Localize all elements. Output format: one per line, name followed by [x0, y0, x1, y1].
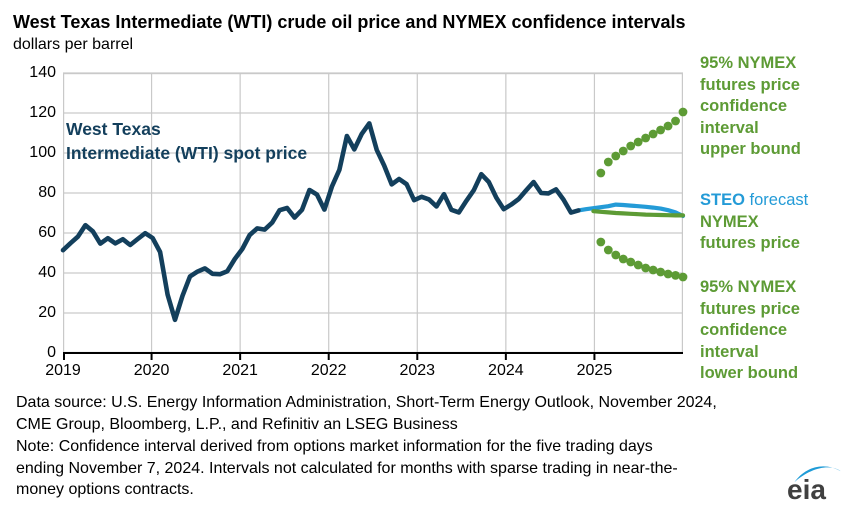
- wti-spot-price-label: West Texas Intermediate (WTI) spot price: [66, 117, 307, 165]
- axis-units-label: dollars per barrel: [13, 36, 134, 53]
- y-axis-tick-label: 140: [29, 64, 56, 81]
- ci-lower-dot: [618, 254, 628, 264]
- y-axis-tick-label: 40: [38, 264, 56, 281]
- x-axis-tick-label: 2024: [488, 362, 524, 379]
- y-axis-tick-label: 120: [29, 104, 56, 121]
- ci-upper-dot: [671, 116, 680, 126]
- ci-upper-dot: [618, 146, 628, 156]
- steo-forecast-label-line: STEO forecast: [700, 190, 860, 212]
- x-axis-tick-label: 2020: [133, 362, 170, 379]
- y-axis-tick-label: 60: [38, 224, 56, 241]
- ci-upper-dot: [663, 121, 673, 131]
- ci-lower-dot: [611, 250, 621, 260]
- page-title: West Texas Intermediate (WTI) crude oil …: [13, 12, 686, 32]
- ci-upper-dot: [633, 137, 643, 147]
- ci-upper-dot: [603, 157, 613, 167]
- x-axis-tick-label: 2019: [45, 362, 81, 379]
- label-line: ending November 7, 2024. Intervals not c…: [16, 459, 678, 477]
- ci-upper-dot: [678, 107, 688, 117]
- ci-upper-bound-label: 95% NYMEX futures price confidence interval…: [700, 53, 860, 161]
- note-text: Note: Confidence interval derived from o…: [16, 436, 678, 501]
- y-axis-tick-label: 0: [47, 344, 56, 361]
- ci-lower-dot: [678, 272, 688, 282]
- steo-forecast-line: [576, 202, 686, 219]
- label-line: futures price: [700, 299, 800, 318]
- steo-forecast-label: STEO forecast NYMEX futures price: [700, 190, 860, 255]
- ci-upper-dot: [596, 168, 606, 178]
- label-line: upper bound: [700, 140, 801, 158]
- label-line: confidence: [700, 321, 788, 339]
- label-line: interval: [700, 342, 759, 361]
- label-line: lower bound: [700, 364, 799, 382]
- ci-lower-dot: [663, 269, 673, 279]
- ci-lower-dot: [626, 257, 636, 267]
- y-axis-tick-label: 80: [38, 184, 56, 201]
- ci-lower-dot: [648, 265, 658, 275]
- ci-upper-dot: [626, 141, 636, 151]
- label-line: confidence: [700, 97, 788, 115]
- ci-upper-dot: [656, 125, 665, 135]
- ci-lower-dot: [656, 267, 665, 277]
- ci-lower-dot: [671, 271, 680, 280]
- eia-logo-text: eia: [787, 474, 826, 505]
- label-line: interval: [700, 118, 759, 137]
- ci-upper-dot: [611, 151, 621, 161]
- label-line: CME Group, Bloomberg, L.P., and Refiniti…: [16, 415, 458, 433]
- label-line: West Texas: [66, 119, 161, 139]
- label-line: money options contracts.: [16, 481, 194, 498]
- ci-lower-dot: [596, 237, 606, 247]
- label-line: Note: Confidence interval derived from o…: [16, 438, 653, 455]
- eia-logo: eia: [787, 461, 847, 511]
- ci-upper-dot: [648, 129, 658, 139]
- nymex-label-line: NYMEX: [700, 212, 759, 231]
- futures-price-label-line: futures price: [700, 234, 800, 252]
- label-line: futures price: [700, 75, 800, 94]
- plot-border: [63, 73, 683, 353]
- eia-swoosh-icon: [794, 466, 841, 483]
- label-line: 95% NYMEX: [700, 54, 797, 72]
- ci-lower-bound-label: 95% NYMEX futures price confidence interval…: [700, 277, 860, 385]
- x-axis-tick-label: 2023: [399, 362, 436, 379]
- forecast-word: forecast: [744, 191, 809, 209]
- ci-lower-dot: [603, 245, 613, 255]
- y-axis-tick-label: 20: [38, 304, 56, 321]
- label-line: Intermediate (WTI) spot price: [66, 143, 308, 163]
- label-line: 95% NYMEX: [700, 278, 797, 296]
- wti-spot-line: [60, 121, 581, 323]
- ci-lower-dot: [633, 260, 643, 270]
- ci-upper-dot: [641, 133, 651, 143]
- x-axis-tick-label: 2021: [222, 362, 258, 379]
- nymex-futures-line: [591, 209, 686, 218]
- y-axis-tick-label: 100: [29, 144, 56, 161]
- chart-plot-area: [60, 72, 688, 360]
- x-axis-tick-label: 2022: [310, 362, 347, 379]
- label-line: Data source: U.S. Energy Information Adm…: [16, 394, 717, 411]
- x-axis-tick-label: 2025: [576, 362, 613, 379]
- steo-word: STEO: [700, 191, 745, 209]
- data-source-text: Data source: U.S. Energy Information Adm…: [16, 392, 717, 435]
- ci-lower-dot: [641, 263, 651, 273]
